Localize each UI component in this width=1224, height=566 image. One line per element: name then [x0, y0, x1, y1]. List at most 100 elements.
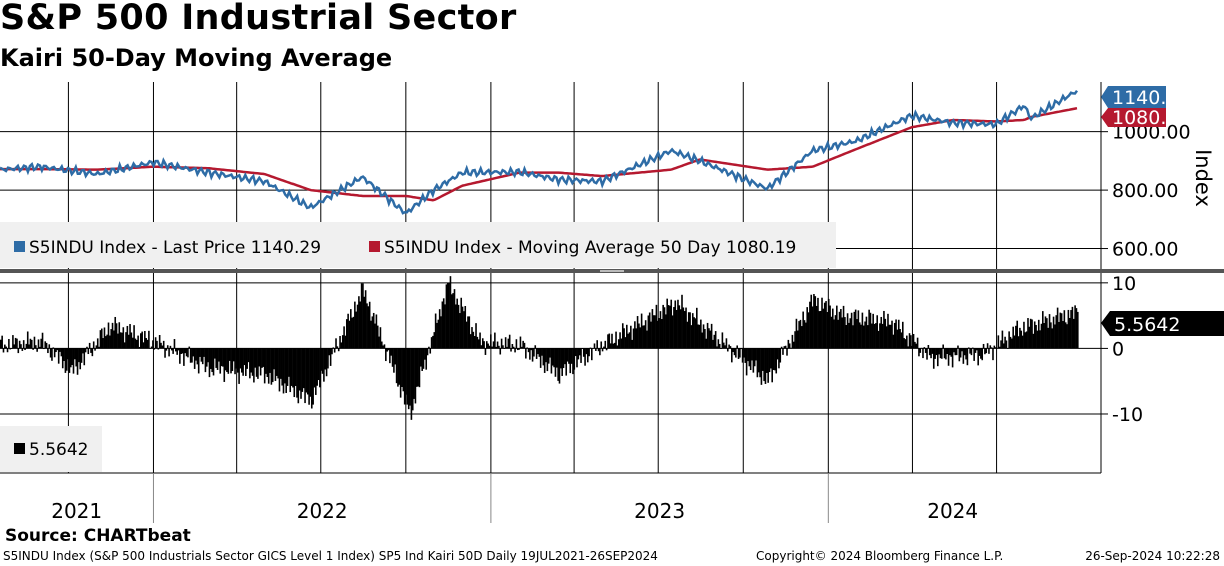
kairi-bar	[257, 348, 259, 379]
kairi-bar	[627, 333, 629, 349]
kairi-bar	[621, 323, 624, 349]
kairi-bar	[903, 338, 905, 349]
kairi-bar	[265, 348, 267, 374]
kairi-bar	[312, 348, 314, 405]
y-tick-label: 600.00	[1112, 239, 1178, 261]
kairi-bar	[1002, 343, 1005, 349]
kairi-bar	[733, 348, 736, 356]
kairi-bar	[560, 348, 562, 369]
x-tick-label: 2022	[297, 499, 348, 523]
kairi-bar	[1046, 318, 1048, 349]
kairi-bar	[236, 348, 239, 373]
kairi-bar	[437, 319, 440, 349]
kairi-bar	[523, 342, 526, 349]
kairi-bar	[934, 348, 936, 359]
kairi-bar	[88, 342, 91, 349]
kairi-bar	[325, 348, 328, 377]
kairi-bar	[850, 312, 853, 349]
kairi-bar	[907, 346, 909, 349]
kairi-bar	[842, 305, 845, 349]
kairi-bar	[597, 348, 600, 352]
kairi-bar	[739, 348, 741, 358]
kairi-bar	[655, 304, 658, 349]
kairi-bar	[9, 348, 12, 350]
kairi-bar	[640, 313, 643, 349]
kairi-bar	[558, 348, 561, 384]
kairi-bar	[596, 340, 598, 349]
kairi-bar	[556, 348, 558, 368]
kairi-bar	[492, 341, 495, 349]
kairi-bar	[586, 348, 589, 363]
kairi-bar	[822, 308, 825, 349]
kairi-bar	[452, 293, 454, 349]
panel-divider-handle[interactable]	[600, 270, 624, 272]
kairi-bar	[457, 304, 460, 349]
kairi-bar	[323, 348, 325, 382]
kairi-bar	[169, 345, 172, 349]
kairi-bar	[332, 347, 335, 349]
kairi-bar	[249, 348, 251, 379]
kairi-bar	[494, 332, 496, 349]
kairi-bars	[0, 276, 1079, 420]
kairi-bar	[654, 315, 656, 349]
kairi-bar	[690, 325, 693, 349]
kairi-bar	[856, 319, 858, 349]
kairi-bar	[158, 335, 161, 349]
kairi-bar	[275, 348, 278, 376]
kairi-bar	[574, 348, 577, 357]
kairi-bar	[328, 348, 331, 356]
kairi-bar	[554, 348, 557, 377]
kairi-bar	[145, 338, 147, 349]
kairi-bar	[605, 348, 608, 351]
kairi-bar	[498, 345, 500, 349]
kairi-bar	[549, 348, 551, 358]
kairi-bar	[806, 307, 808, 349]
kairi-bar	[1033, 321, 1036, 349]
kairi-bar	[706, 322, 709, 349]
kairi-bar	[418, 348, 421, 388]
kairi-bar	[613, 342, 616, 349]
kairi-bar	[1070, 310, 1072, 349]
kairi-bar	[889, 324, 892, 349]
kairi-bar	[290, 348, 293, 386]
kairi-bar	[942, 344, 944, 349]
kairi-bar	[378, 336, 380, 349]
kairi-bar	[516, 348, 519, 351]
kairi-bar	[994, 347, 997, 349]
kairi-bar	[137, 335, 139, 349]
legend-ma: S5INDU Index - Moving Average 50 Day 108…	[384, 238, 796, 258]
kairi-bar	[537, 348, 539, 355]
kairi-bar	[775, 348, 778, 374]
kairi-bar	[94, 348, 96, 351]
kairi-bar	[152, 340, 154, 349]
kairi-bar	[778, 348, 780, 369]
kairi-bar	[717, 339, 720, 349]
kairi-bar	[704, 328, 706, 349]
kairi-bar	[620, 338, 623, 349]
kairi-bar	[787, 339, 790, 349]
kairi-bar	[529, 348, 531, 360]
kairi-bar	[212, 348, 215, 376]
kairi-bar	[71, 348, 73, 366]
kairi-bar	[877, 330, 880, 349]
kairi-bar	[829, 305, 831, 349]
kairi-bar	[510, 348, 512, 352]
kairi-bar	[712, 339, 714, 349]
kairi-bar	[881, 323, 884, 349]
kairi-bar	[271, 348, 274, 383]
kairi-bar	[1035, 324, 1037, 349]
kairi-bar	[852, 325, 854, 349]
kairi-bar	[521, 346, 523, 349]
kairi-bar	[197, 348, 200, 374]
kairi-bar	[1021, 335, 1024, 349]
kairi-bar	[736, 345, 738, 349]
kairi-bar	[818, 311, 821, 349]
kairi-bar	[57, 348, 60, 364]
kairi-bar	[865, 316, 868, 349]
kairi-bar	[490, 334, 492, 349]
kairi-bar	[274, 348, 277, 381]
kairi-bar	[919, 348, 922, 353]
kairi-bar	[55, 348, 57, 353]
kairi-bar	[533, 348, 535, 357]
